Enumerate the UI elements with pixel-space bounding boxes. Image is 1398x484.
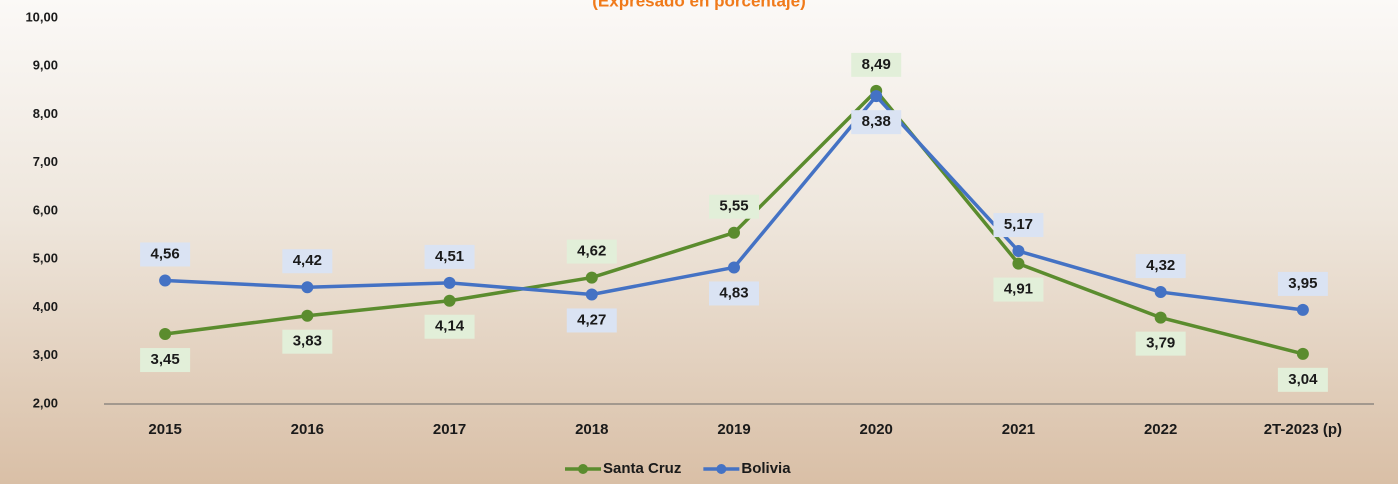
y-tick-label: 5,00 (33, 251, 58, 266)
legend-label: Bolivia (741, 460, 791, 477)
data-label: 3,04 (1288, 371, 1318, 388)
y-tick-label: 9,00 (33, 58, 58, 73)
y-tick-label: 3,00 (33, 347, 58, 362)
point (1012, 245, 1024, 257)
y-tick-label: 8,00 (33, 106, 58, 121)
data-label: 4,14 (435, 318, 465, 335)
x-tick-label: 2021 (1002, 421, 1035, 438)
data-label: 8,49 (862, 56, 891, 73)
data-label: 4,51 (435, 248, 464, 265)
x-tick-label: 2T-2023 (p) (1264, 421, 1342, 438)
point (1155, 286, 1167, 298)
y-tick-label: 6,00 (33, 202, 58, 217)
legend-marker (578, 464, 588, 474)
data-label: 4,91 (1004, 281, 1033, 298)
point (586, 288, 598, 300)
data-label: 3,95 (1288, 275, 1317, 292)
point (301, 281, 313, 293)
point (159, 274, 171, 286)
y-tick-label: 4,00 (33, 299, 58, 314)
data-label: 3,79 (1146, 335, 1175, 352)
chart-subtitle: (Expresado en porcentaje) (592, 0, 806, 10)
data-label: 4,62 (577, 243, 606, 260)
point (870, 90, 882, 102)
legend-marker (716, 464, 726, 474)
point (1297, 304, 1309, 316)
point (1297, 348, 1309, 360)
data-label: 4,27 (577, 311, 606, 328)
y-tick-label: 2,00 (33, 395, 58, 410)
point (301, 310, 313, 322)
data-label: 3,83 (293, 333, 322, 350)
x-tick-label: 2020 (860, 421, 893, 438)
data-label: 4,32 (1146, 257, 1175, 274)
x-tick-label: 2022 (1144, 421, 1177, 438)
data-label: 4,56 (151, 245, 180, 262)
x-tick-label: 2019 (717, 421, 750, 438)
point (444, 295, 456, 307)
x-tick-label: 2018 (575, 421, 608, 438)
y-tick-label: 10,00 (25, 9, 58, 24)
data-label: 5,17 (1004, 216, 1033, 233)
point (586, 272, 598, 284)
point (444, 277, 456, 289)
data-label: 5,55 (719, 198, 748, 215)
data-label: 4,83 (719, 284, 748, 301)
point (1012, 258, 1024, 270)
data-label: 3,45 (151, 351, 180, 368)
data-label: 8,38 (862, 113, 891, 130)
y-tick-label: 7,00 (33, 154, 58, 169)
point (159, 328, 171, 340)
x-tick-label: 2017 (433, 421, 466, 438)
data-label: 4,42 (293, 252, 322, 269)
x-tick-label: 2016 (291, 421, 324, 438)
point (1155, 312, 1167, 324)
point (728, 227, 740, 239)
point (728, 261, 740, 273)
x-tick-label: 2015 (148, 421, 181, 438)
chart: (Expresado en porcentaje) 2,00 3,00 4,00 5,… (0, 0, 1398, 484)
legend-label: Santa Cruz (603, 460, 681, 477)
